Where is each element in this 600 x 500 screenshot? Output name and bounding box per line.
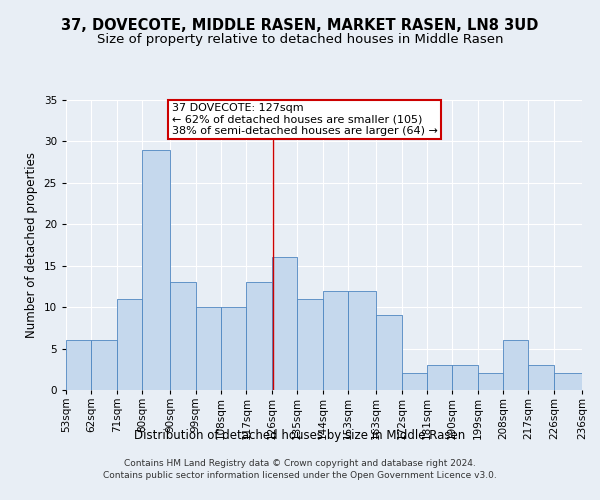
Text: 37, DOVECOTE, MIDDLE RASEN, MARKET RASEN, LN8 3UD: 37, DOVECOTE, MIDDLE RASEN, MARKET RASEN…: [61, 18, 539, 32]
Bar: [401, 374, 427, 390]
Bar: [66, 340, 91, 390]
Bar: [478, 374, 503, 390]
Bar: [272, 258, 297, 390]
Bar: [196, 307, 221, 390]
Bar: [452, 365, 478, 390]
Bar: [297, 299, 323, 390]
Bar: [554, 374, 582, 390]
Bar: [529, 365, 554, 390]
Text: Distribution of detached houses by size in Middle Rasen: Distribution of detached houses by size …: [134, 428, 466, 442]
Bar: [142, 150, 170, 390]
Text: 37 DOVECOTE: 127sqm
← 62% of detached houses are smaller (105)
38% of semi-detac: 37 DOVECOTE: 127sqm ← 62% of detached ho…: [172, 103, 437, 136]
Bar: [247, 282, 272, 390]
Bar: [221, 307, 247, 390]
Bar: [348, 290, 376, 390]
Bar: [117, 299, 142, 390]
Text: Size of property relative to detached houses in Middle Rasen: Size of property relative to detached ho…: [97, 32, 503, 46]
Bar: [323, 290, 348, 390]
Bar: [376, 316, 401, 390]
Bar: [503, 340, 529, 390]
Bar: [170, 282, 196, 390]
Bar: [427, 365, 452, 390]
Bar: [91, 340, 117, 390]
Text: Contains HM Land Registry data © Crown copyright and database right 2024.
Contai: Contains HM Land Registry data © Crown c…: [103, 458, 497, 480]
Y-axis label: Number of detached properties: Number of detached properties: [25, 152, 38, 338]
